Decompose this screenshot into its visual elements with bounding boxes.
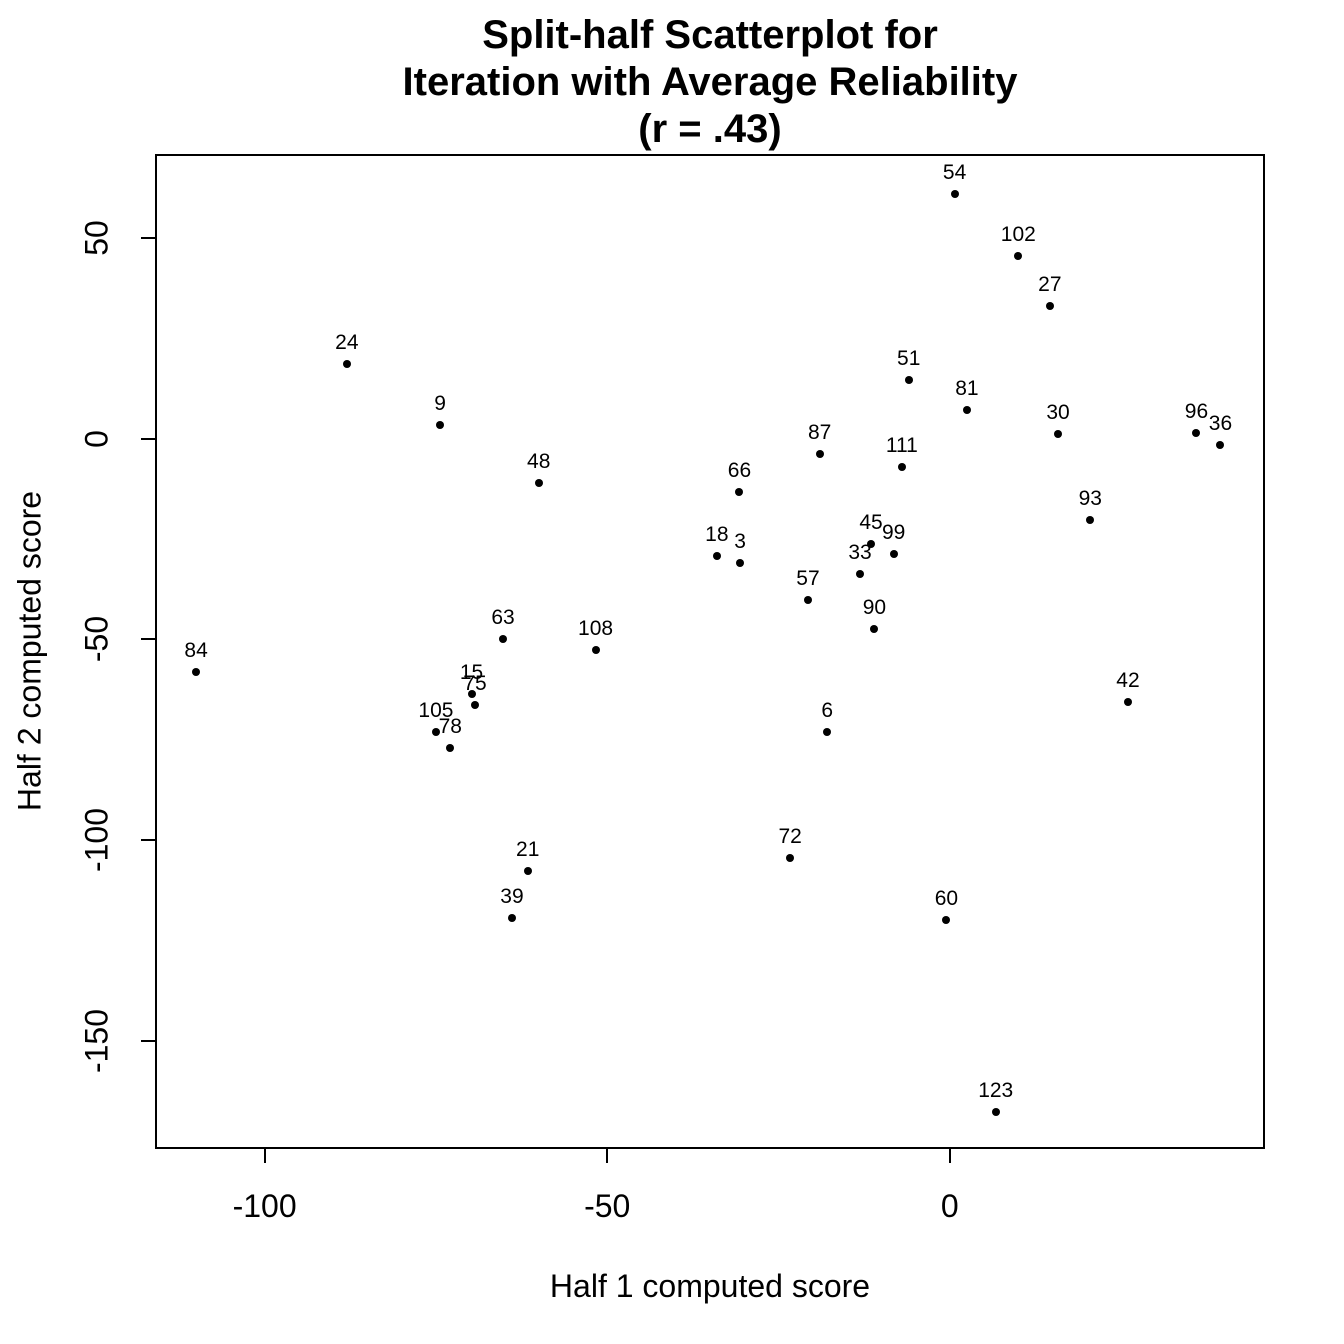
data-point-label: 39 [500,885,524,909]
data-point-label: 48 [527,449,551,473]
data-point [735,488,744,497]
data-point [1216,441,1225,450]
data-point-label: 81 [955,376,979,400]
data-point [856,570,865,579]
y-axis-tick-mark [141,839,155,842]
data-point [870,624,879,633]
y-axis-tick-label: -50 [78,616,115,663]
x-axis-tick-mark [606,1149,609,1163]
data-point [1054,430,1063,439]
data-point-label: 102 [1000,223,1036,247]
data-point-label: 30 [1046,401,1070,425]
data-point [942,916,951,925]
data-point-label: 99 [881,521,906,545]
data-point [1014,252,1023,261]
data-point-label: 96 [1184,399,1209,423]
plot-area [155,154,1265,1149]
x-axis-tick-mark [948,1149,951,1163]
y-axis-tick-label: -150 [78,1008,115,1073]
data-point-label: 33 [848,541,872,565]
data-point [1192,428,1201,437]
data-point [436,420,445,429]
x-axis-title: Half 1 computed score [549,1268,871,1304]
data-point-label: 57 [796,567,820,591]
chart-title-line-3: (r = .43) [638,107,782,151]
data-point-label: 60 [934,887,959,911]
y-axis-title: Half 2 computed score [11,490,48,812]
data-point-label: 90 [862,595,887,619]
data-point [803,596,812,605]
x-axis-tick-mark [263,1149,266,1163]
data-point [591,646,600,655]
data-point-label: 27 [1038,273,1062,297]
data-point [815,450,824,459]
data-point [431,727,440,736]
data-point [342,359,351,368]
data-point [1086,516,1095,525]
data-point-label: 66 [727,459,752,483]
data-point-label: 21 [516,838,540,862]
data-point-label: 3 [734,530,746,554]
data-point-label: 54 [942,161,967,185]
data-point-label: 18 [705,523,729,546]
data-point-label: 63 [491,606,515,630]
data-point-label: 15 [459,661,484,685]
data-point-label: 51 [897,346,921,370]
data-point-label: 36 [1208,412,1233,436]
data-point [192,667,201,676]
data-point [534,478,543,487]
data-point [867,540,876,549]
data-point-label: 42 [1116,669,1140,693]
data-point [499,635,508,644]
x-axis-tick-label: -100 [232,1188,297,1224]
chart-title-line-1: Split-half Scatterplot for [482,13,938,57]
data-point-label: 87 [807,421,832,445]
data-point-label: 123 [978,1079,1014,1103]
chart-title: Split-half Scatterplot for Iteration wit… [155,12,1265,153]
data-point-label: 78 [438,714,462,738]
data-point-label: 111 [885,433,918,457]
data-point-label: 75 [463,672,487,696]
x-axis-tick-label: -50 [584,1188,631,1224]
data-point-label: 6 [821,698,833,722]
chart-title-line-2: Iteration with Average Reliability [402,60,1018,104]
data-point [470,701,479,710]
data-point [823,727,832,736]
data-point-label: 9 [434,391,446,415]
data-point-label: 105 [418,698,454,722]
data-point-label: 84 [184,638,208,662]
data-point-label: 93 [1078,487,1102,511]
data-point [507,914,516,923]
data-point [897,462,906,471]
data-point [446,743,455,752]
data-point [962,405,971,414]
data-point-label: 108 [578,617,614,641]
y-axis-tick-label: 0 [78,429,115,448]
data-point [991,1108,1000,1117]
data-point [786,854,795,863]
y-axis-tick-mark [141,437,155,440]
y-axis-tick-label: 50 [78,220,115,257]
y-axis-tick-mark [141,237,155,240]
data-point-label: 72 [778,825,802,849]
data-point-label: 45 [859,511,883,535]
y-axis-tick-mark [141,1039,155,1042]
data-point [523,867,532,876]
data-point [904,375,913,384]
data-point [950,190,959,199]
y-axis-tick-mark [141,638,155,641]
data-point [712,552,721,560]
data-point [1123,698,1132,707]
data-point [467,690,476,699]
data-point [736,559,745,568]
data-point [889,550,898,559]
x-axis-tick-label: 0 [940,1188,959,1224]
y-axis-tick-label: -100 [78,808,115,873]
data-point-label: 24 [335,330,359,354]
data-point [1045,302,1054,311]
